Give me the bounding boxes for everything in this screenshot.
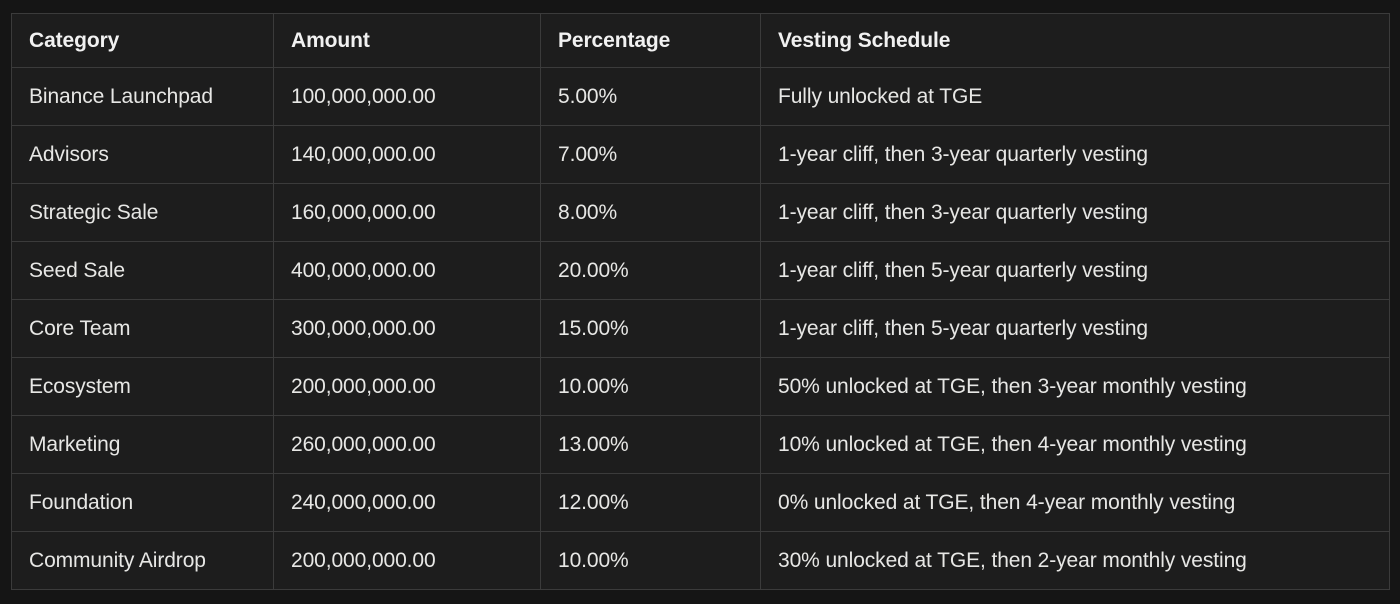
- cell-percentage: 15.00%: [540, 299, 761, 358]
- cell-vesting: Fully unlocked at TGE: [760, 67, 1390, 126]
- cell-amount: 260,000,000.00: [273, 415, 541, 474]
- table-row: Core Team 300,000,000.00 15.00% 1-year clif…: [11, 299, 1390, 358]
- table-row: Strategic Sale 160,000,000.00 8.00% 1-year …: [11, 183, 1390, 242]
- cell-amount: 140,000,000.00: [273, 125, 541, 184]
- vesting-table: Category Amount Percentage Vesting Schedule…: [11, 13, 1390, 590]
- cell-amount: 200,000,000.00: [273, 357, 541, 416]
- cell-amount: 300,000,000.00: [273, 299, 541, 358]
- header-cell-amount: Amount: [273, 13, 541, 68]
- cell-amount: 100,000,000.00: [273, 67, 541, 126]
- token-allocation-table: Category Amount Percentage Vesting Schedule…: [11, 13, 1390, 590]
- cell-percentage: 13.00%: [540, 415, 761, 474]
- cell-percentage: 5.00%: [540, 67, 761, 126]
- cell-amount: 160,000,000.00: [273, 183, 541, 242]
- cell-percentage: 10.00%: [540, 357, 761, 416]
- cell-vesting: 1-year cliff, then 3-year quarterly vest…: [760, 183, 1390, 242]
- cell-percentage: 7.00%: [540, 125, 761, 184]
- cell-category: Strategic Sale: [11, 183, 274, 242]
- cell-percentage: 8.00%: [540, 183, 761, 242]
- table-row: Seed Sale 400,000,000.00 20.00% 1-year clif…: [11, 241, 1390, 300]
- table-body: Binance Launchpad 100,000,000.00 5.00% Full…: [11, 67, 1390, 590]
- cell-category: Core Team: [11, 299, 274, 358]
- cell-category: Ecosystem: [11, 357, 274, 416]
- cell-vesting: 50% unlocked at TGE, then 3-year monthly…: [760, 357, 1390, 416]
- table-head: Category Amount Percentage Vesting Schedule: [11, 13, 1390, 68]
- cell-category: Foundation: [11, 473, 274, 532]
- cell-vesting: 1-year cliff, then 5-year quarterly vest…: [760, 241, 1390, 300]
- cell-percentage: 12.00%: [540, 473, 761, 532]
- table-row: Binance Launchpad 100,000,000.00 5.00% Full…: [11, 67, 1390, 126]
- cell-amount: 240,000,000.00: [273, 473, 541, 532]
- cell-category: Marketing: [11, 415, 274, 474]
- table-row: Advisors 140,000,000.00 7.00% 1-year cliff,…: [11, 125, 1390, 184]
- cell-vesting: 0% unlocked at TGE, then 4-year monthly …: [760, 473, 1390, 532]
- cell-percentage: 20.00%: [540, 241, 761, 300]
- cell-vesting: 1-year cliff, then 3-year quarterly vest…: [760, 125, 1390, 184]
- cell-percentage: 10.00%: [540, 531, 761, 590]
- header-cell-category: Category: [11, 13, 274, 68]
- table-row: Marketing 260,000,000.00 13.00% 10% unlocke…: [11, 415, 1390, 474]
- table-row: Foundation 240,000,000.00 12.00% 0% unlocke…: [11, 473, 1390, 532]
- cell-category: Community Airdrop: [11, 531, 274, 590]
- cell-vesting: 1-year cliff, then 5-year quarterly vest…: [760, 299, 1390, 358]
- table-row: Community Airdrop 200,000,000.00 10.00% 30%…: [11, 531, 1390, 590]
- header-cell-percentage: Percentage: [540, 13, 761, 68]
- table-header-row: Category Amount Percentage Vesting Schedule: [11, 13, 1390, 68]
- cell-amount: 400,000,000.00: [273, 241, 541, 300]
- header-cell-vesting: Vesting Schedule: [760, 13, 1390, 68]
- cell-vesting: 30% unlocked at TGE, then 2-year monthly…: [760, 531, 1390, 590]
- cell-category: Binance Launchpad: [11, 67, 274, 126]
- cell-category: Seed Sale: [11, 241, 274, 300]
- cell-vesting: 10% unlocked at TGE, then 4-year monthly…: [760, 415, 1390, 474]
- table-row: Ecosystem 200,000,000.00 10.00% 50% unlocke…: [11, 357, 1390, 416]
- cell-amount: 200,000,000.00: [273, 531, 541, 590]
- cell-category: Advisors: [11, 125, 274, 184]
